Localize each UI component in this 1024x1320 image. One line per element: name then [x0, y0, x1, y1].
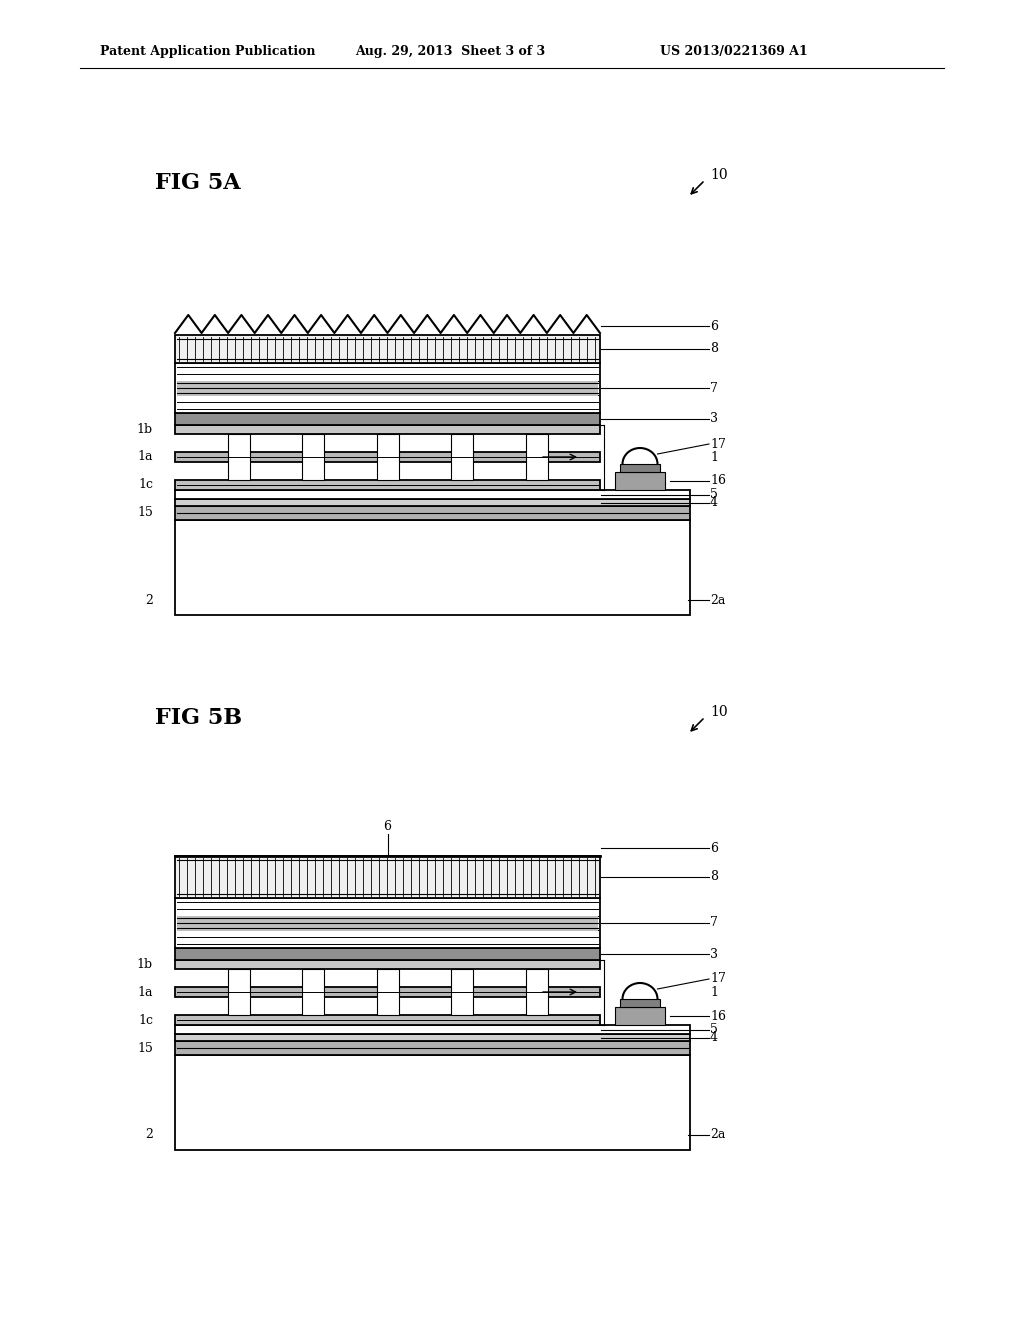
Text: 6: 6 — [710, 842, 718, 854]
Text: 5: 5 — [710, 1023, 718, 1036]
Bar — [451, 969, 473, 1015]
Bar — [302, 969, 324, 1015]
Text: 1c: 1c — [138, 479, 153, 491]
Text: 1: 1 — [710, 451, 718, 465]
Text: 3: 3 — [710, 948, 718, 961]
Text: 15: 15 — [137, 507, 153, 520]
Bar — [175, 948, 600, 960]
Text: FIG 5A: FIG 5A — [155, 172, 241, 194]
Bar — [177, 916, 598, 931]
Text: 1b: 1b — [137, 958, 153, 972]
Text: FIG 5B: FIG 5B — [155, 708, 242, 729]
Text: 1a: 1a — [137, 450, 153, 463]
Bar — [175, 1055, 690, 1150]
Bar — [175, 490, 690, 499]
Bar — [451, 434, 473, 480]
Bar — [302, 434, 324, 480]
Bar — [175, 987, 600, 997]
Bar — [175, 855, 600, 898]
Bar — [175, 1026, 690, 1034]
Text: 7: 7 — [710, 381, 718, 395]
Text: 16: 16 — [710, 474, 726, 487]
Bar — [620, 999, 660, 1007]
Bar — [525, 969, 548, 1015]
Text: 8: 8 — [710, 342, 718, 355]
Bar — [377, 969, 398, 1015]
Text: 16: 16 — [710, 1010, 726, 1023]
Bar — [615, 1007, 665, 1026]
Text: 1: 1 — [710, 986, 718, 999]
Bar — [175, 520, 690, 615]
Text: 4: 4 — [710, 1031, 718, 1044]
Text: Aug. 29, 2013  Sheet 3 of 3: Aug. 29, 2013 Sheet 3 of 3 — [355, 45, 545, 58]
Text: 3: 3 — [710, 412, 718, 425]
Text: 17: 17 — [710, 437, 726, 450]
Text: 2a: 2a — [710, 1129, 725, 1142]
Bar — [227, 969, 250, 1015]
Text: 6: 6 — [710, 319, 718, 333]
Bar — [175, 413, 600, 425]
Bar — [175, 898, 600, 948]
Bar — [175, 425, 600, 434]
Text: 2: 2 — [145, 594, 153, 606]
Bar — [175, 1034, 690, 1041]
Text: 10: 10 — [710, 168, 728, 182]
Text: Patent Application Publication: Patent Application Publication — [100, 45, 315, 58]
Bar — [175, 960, 600, 969]
Bar — [177, 380, 598, 396]
Text: US 2013/0221369 A1: US 2013/0221369 A1 — [660, 45, 808, 58]
Bar — [175, 451, 600, 462]
Text: 6: 6 — [384, 820, 391, 833]
Text: 17: 17 — [710, 973, 726, 986]
Bar — [175, 499, 690, 506]
Text: 1c: 1c — [138, 1014, 153, 1027]
Bar — [227, 434, 250, 480]
Bar — [175, 363, 600, 413]
Bar — [175, 480, 600, 490]
Text: 1a: 1a — [137, 986, 153, 998]
Text: 4: 4 — [710, 496, 718, 510]
Bar — [175, 506, 690, 520]
Bar — [175, 335, 600, 363]
Bar — [525, 434, 548, 480]
Text: 5: 5 — [710, 488, 718, 502]
Text: 10: 10 — [710, 705, 728, 719]
Bar — [175, 1015, 600, 1026]
Text: 8: 8 — [710, 870, 718, 883]
Text: 2: 2 — [145, 1129, 153, 1142]
Bar — [620, 465, 660, 473]
Text: 15: 15 — [137, 1041, 153, 1055]
Text: 1b: 1b — [137, 422, 153, 436]
Text: 7: 7 — [710, 916, 718, 929]
Bar — [615, 473, 665, 490]
Bar — [175, 1041, 690, 1055]
Text: 2a: 2a — [710, 594, 725, 606]
Bar — [377, 434, 398, 480]
